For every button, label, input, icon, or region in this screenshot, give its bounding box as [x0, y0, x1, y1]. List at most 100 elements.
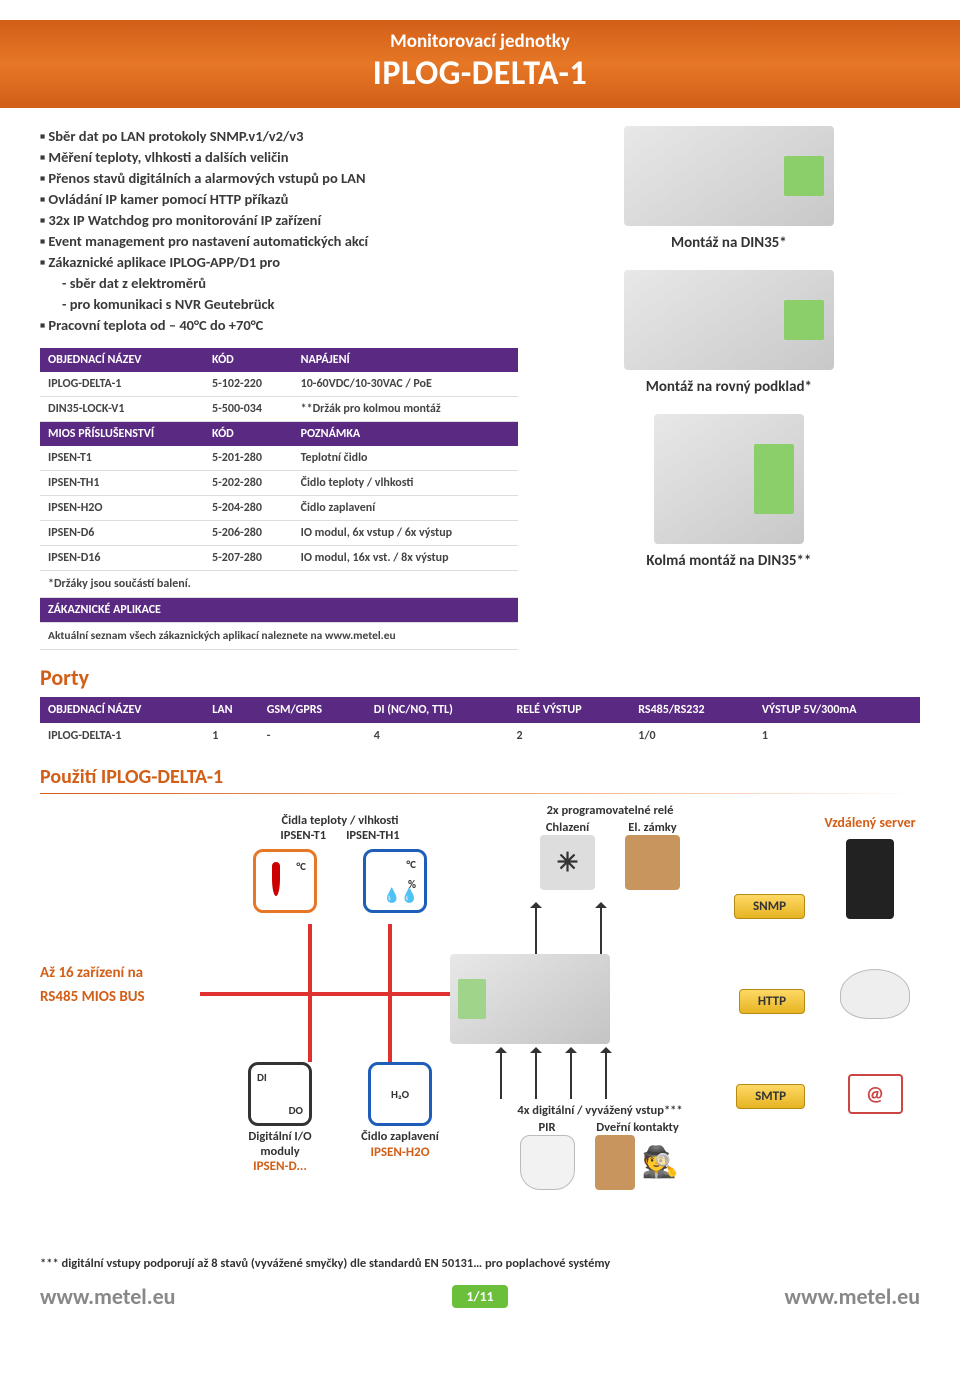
sensor-th1-label: IPSEN-TH1: [346, 829, 400, 843]
app-note: Aktuální seznam všech zákaznických aplik…: [40, 623, 518, 650]
smtp-tag: SMTP: [736, 1084, 805, 1109]
server-icon: [846, 839, 894, 919]
order-table: OBJEDNACÍ NÁZEV KÓD NAPÁJENÍ IPLOG-DELTA…: [40, 348, 518, 650]
device-photo-flat: [624, 270, 834, 370]
feature-item: Pracovní teplota od – 40°C do +70°C: [40, 315, 518, 336]
title-rule: [40, 793, 920, 794]
dio-icon: DI DO: [248, 1062, 312, 1126]
arrow-icon: [570, 1049, 572, 1099]
cell: IPLOG-DELTA-1: [40, 372, 204, 397]
col-header: MIOS PŘÍSLUŠENSTVÍ: [40, 422, 204, 447]
cell: -: [259, 723, 366, 749]
remote-server-label: Vzdálený server: [820, 814, 920, 831]
ports-section-title: Porty: [40, 664, 920, 691]
dio-model: IPSEN-D...: [230, 1159, 330, 1174]
cell: 1/0: [630, 723, 754, 749]
mail-icon: @: [848, 1074, 903, 1114]
inputs-door-label: Dveřní kontakty: [595, 1121, 681, 1135]
temperature-icon: °C: [253, 849, 317, 913]
door-contact-icon: [595, 1135, 635, 1190]
relay-left-label: Chlazení: [540, 821, 595, 835]
inputs-title: 4x digitální / vyvážený vstup***: [460, 1104, 740, 1118]
footnote: *** digitální vstupy podporují až 8 stav…: [40, 1256, 920, 1271]
cell: IPSEN-T1: [40, 446, 204, 471]
col-header: RELÉ VÝSTUP: [508, 697, 630, 723]
cell: IO modul, 16x vst. / 8x výstup: [293, 546, 518, 571]
humidity-icon: °C%: [363, 849, 427, 913]
cell: 5-206-280: [204, 521, 293, 546]
cell: **Držák pro kolmou montáž: [293, 397, 518, 422]
feature-item: 32x IP Watchdog pro monitorování IP zaří…: [40, 210, 518, 231]
arrow-icon: [535, 904, 537, 954]
footer-url-right: www.metel.eu: [785, 1283, 920, 1310]
usage-diagram: 2x programovatelné relé Chlazení ✳ El. z…: [40, 804, 920, 1244]
connector: [388, 992, 392, 1062]
cell: 1: [754, 723, 920, 749]
feature-sub-item: sběr dat z elektroměrů: [62, 273, 518, 294]
arrow-icon: [605, 1049, 607, 1099]
bus-top-label: Až 16 zařízení na: [40, 964, 200, 982]
connector: [200, 992, 450, 996]
bus-bottom-label: RS485 MIOS BUS: [40, 988, 200, 1006]
connector: [308, 992, 312, 1062]
cell: IO modul, 6x vstup / 6x výstup: [293, 521, 518, 546]
cell: DIN35-LOCK-V1: [40, 397, 204, 422]
arrow-icon: [535, 1049, 537, 1099]
col-header: POZNÁMKA: [293, 422, 518, 447]
table-note: *Držáky jsou součástí balení.: [40, 571, 518, 598]
footer-url-left: www.metel.eu: [40, 1283, 175, 1310]
sensor-t1-label: IPSEN-T1: [280, 829, 326, 843]
h2o-model: IPSEN-H2O: [350, 1145, 450, 1160]
header-band: Monitorovací jednotky IPLOG-DELTA-1: [0, 20, 960, 108]
col-header: VÝSTUP 5V/300mA: [754, 697, 920, 723]
intruder-icon: 🕵: [641, 1135, 681, 1190]
mount-images-column: Montáž na DIN35* Montáž na rovný podklad…: [538, 126, 920, 650]
pir-icon: [520, 1135, 575, 1190]
cell: Teplotní čidlo: [293, 446, 518, 471]
snmp-tag: SNMP: [734, 894, 805, 919]
cell: 5-500-034: [204, 397, 293, 422]
col-header: OBJEDNACÍ NÁZEV: [40, 348, 204, 372]
feature-item: Ovládání IP kamer pomocí HTTP příkazů: [40, 189, 518, 210]
cell: IPSEN-D16: [40, 546, 204, 571]
cell: IPSEN-D6: [40, 521, 204, 546]
cell: 5-201-280: [204, 446, 293, 471]
col-header: DI (NC/NO, TTL): [366, 697, 509, 723]
dio-title: Digitální I/O moduly: [230, 1130, 330, 1159]
feature-item: Sběr dat po LAN protokoly SNMP.v1/v2/v3: [40, 126, 518, 147]
cell: Čidlo zaplavení: [293, 496, 518, 521]
ports-table: OBJEDNACÍ NÁZEV LAN GSM/GPRS DI (NC/NO, …: [40, 697, 920, 749]
cell: 5-204-280: [204, 496, 293, 521]
http-tag: HTTP: [739, 989, 805, 1014]
feature-item: Event management pro nastavení automatic…: [40, 231, 518, 252]
mount-caption: Montáž na rovný podklad*: [538, 378, 920, 396]
header-title: IPLOG-DELTA-1: [0, 53, 960, 94]
inputs-pir-label: PIR: [520, 1121, 575, 1135]
h2o-icon: H₂O: [368, 1062, 432, 1126]
page-number: 1/11: [452, 1285, 507, 1308]
features-list: Sběr dat po LAN protokoly SNMP.v1/v2/v3 …: [40, 126, 518, 650]
feature-item: Přenos stavů digitálních a alarmových vs…: [40, 168, 518, 189]
cell: Čidlo teploty / vlhkosti: [293, 471, 518, 496]
col-header: OBJEDNACÍ NÁZEV: [40, 697, 204, 723]
cell: 10-60VDC/10-30VAC / PoE: [293, 372, 518, 397]
cell: IPSEN-TH1: [40, 471, 204, 496]
feature-item: Měření teploty, vlhkosti a dalších velič…: [40, 147, 518, 168]
fan-icon: ✳: [540, 835, 595, 890]
cell: 1: [204, 723, 258, 749]
relay-right-label: El. zámky: [625, 821, 680, 835]
device-photo-din35: [624, 126, 834, 226]
center-device-icon: [450, 954, 610, 1044]
cell: 5-207-280: [204, 546, 293, 571]
col-header: GSM/GPRS: [259, 697, 366, 723]
app-header: ZÁKAZNICKÉ APLIKACE: [40, 598, 518, 623]
connector: [388, 924, 392, 994]
arrow-icon: [600, 904, 602, 954]
col-header: NAPÁJENÍ: [293, 348, 518, 372]
page-footer: www.metel.eu 1/11 www.metel.eu: [0, 1283, 960, 1310]
relay-title: 2x programovatelné relé: [480, 804, 740, 818]
mount-caption: Montáž na DIN35*: [538, 234, 920, 252]
device-photo-perp: [654, 414, 804, 544]
door-lock-icon: [625, 835, 680, 890]
arrow-icon: [500, 1049, 502, 1099]
